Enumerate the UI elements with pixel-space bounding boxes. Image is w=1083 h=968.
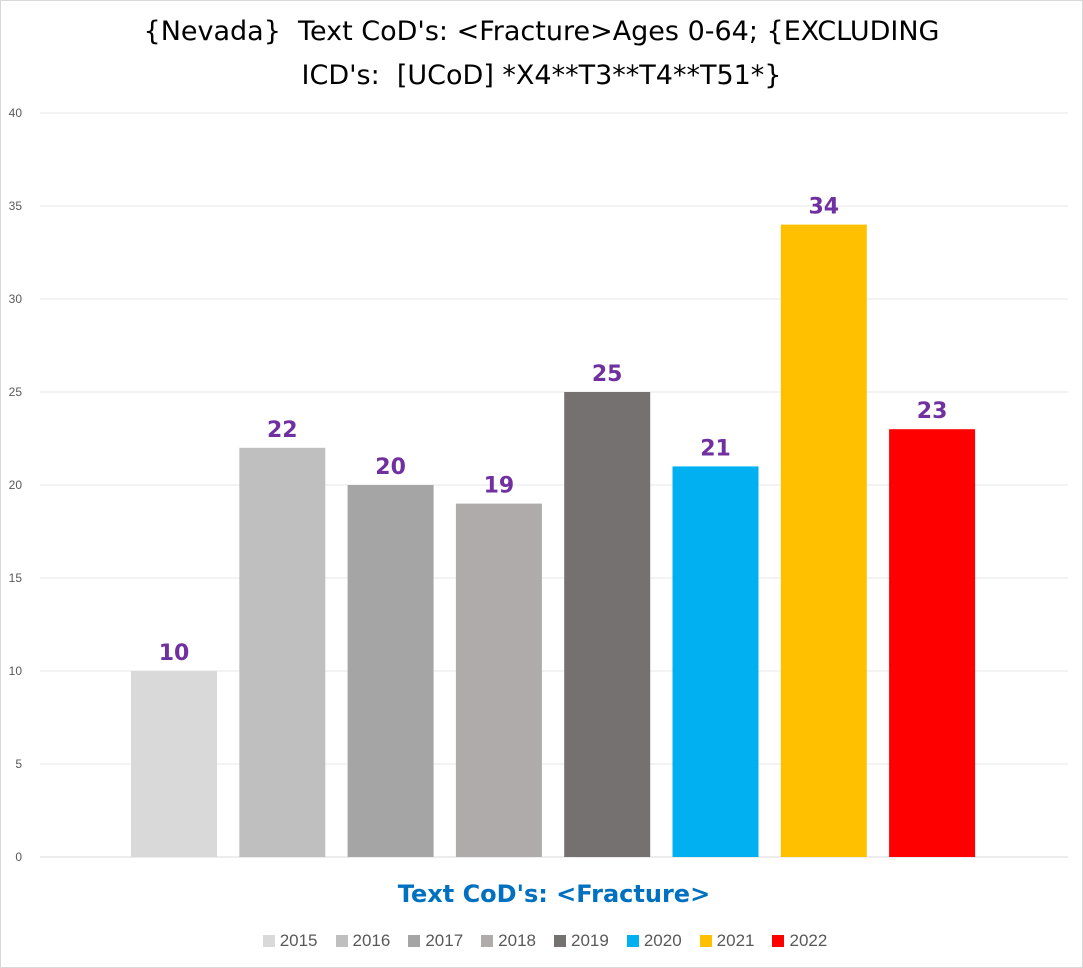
data-label-2015: 10 <box>159 641 190 666</box>
legend-swatch <box>626 935 639 947</box>
y-tick-label: 5 <box>15 757 22 771</box>
chart-legend: 2015 2016 2017 2018 2019 2020 2021 2022 <box>0 931 1083 951</box>
legend-item-2019: 2019 <box>554 931 609 951</box>
chart-title-line-2: ICD's: [UCoD] *X4**T3**T4**T51*} <box>301 60 782 91</box>
legend-swatch <box>772 935 785 947</box>
bar-2021 <box>780 224 867 858</box>
legend-swatch <box>554 935 566 947</box>
y-tick-label: 10 <box>9 664 23 678</box>
y-tick-label: 0 <box>15 850 22 864</box>
bar-2018 <box>455 503 542 857</box>
legend-item-2016: 2016 <box>335 931 391 951</box>
bar-2016 <box>239 447 326 857</box>
y-tick-label: 20 <box>9 478 23 492</box>
data-label-2022: 23 <box>917 399 948 424</box>
y-tick-label: 40 <box>9 106 23 120</box>
legend-item-2015: 2015 <box>262 931 318 951</box>
legend-label: 2017 <box>425 931 464 950</box>
legend-item-2022: 2022 <box>772 931 827 951</box>
data-label-2021: 34 <box>808 195 839 220</box>
data-label-2017: 20 <box>375 455 406 480</box>
bar-2022 <box>889 429 976 857</box>
legend-label: 2018 <box>498 931 536 950</box>
chart-title-line-1: {Nevada} Text CoD's: <Fracture>Ages 0-64… <box>143 16 940 47</box>
legend-swatch <box>699 935 712 947</box>
legend-label: 2021 <box>716 931 755 950</box>
legend-swatch <box>335 935 348 947</box>
legend-label: 2020 <box>643 931 682 950</box>
y-tick-label: 25 <box>9 385 23 399</box>
data-label-2019: 25 <box>592 362 623 387</box>
y-tick-label: 30 <box>9 292 23 306</box>
legend-label: 2015 <box>279 931 318 950</box>
legend-label: 2019 <box>571 931 609 950</box>
bar-2020 <box>672 466 759 857</box>
data-label-2016: 22 <box>267 418 298 443</box>
data-label-2020: 21 <box>700 436 731 461</box>
data-label-2018: 19 <box>484 474 515 499</box>
bar-2015 <box>131 671 217 857</box>
y-tick-label: 35 <box>9 199 23 213</box>
bar-2017 <box>347 485 434 857</box>
legend-item-2018: 2018 <box>481 931 536 951</box>
legend-swatch <box>408 935 421 947</box>
bar-2019 <box>564 392 651 857</box>
legend-item-2020: 2020 <box>626 931 682 951</box>
legend-item-2017: 2017 <box>408 931 463 951</box>
legend-swatch <box>481 935 494 947</box>
legend-item-2021: 2021 <box>699 931 755 951</box>
legend-swatch <box>262 935 275 947</box>
x-axis-title: Text CoD's: <Fracture> <box>397 880 711 908</box>
legend-label: 2022 <box>789 931 828 950</box>
y-tick-label: 15 <box>9 571 23 585</box>
legend-label: 2016 <box>352 931 391 950</box>
